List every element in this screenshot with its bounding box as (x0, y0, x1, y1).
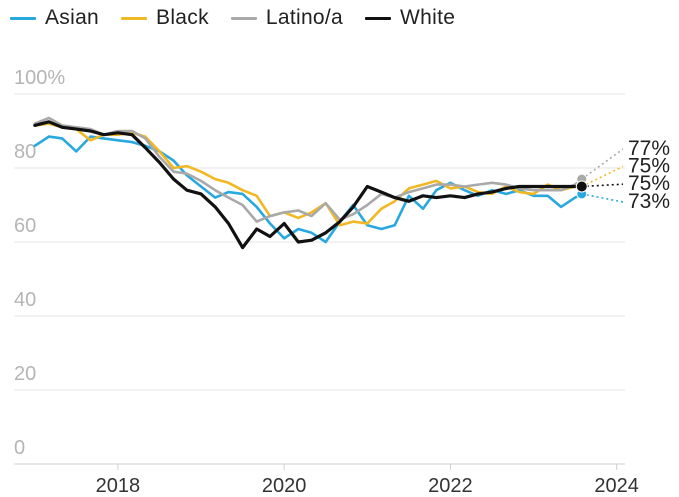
legend-item-black: Black (121, 6, 209, 30)
leader-line-latino-a (581, 148, 624, 180)
legend-item-latino: Latino/a (230, 6, 344, 30)
x-tick-label-2024: 2024 (594, 475, 639, 497)
legend-label-latino: Latino/a (265, 6, 344, 29)
end-label-white: 75% (628, 172, 670, 195)
end-label-asian: 73% (628, 190, 670, 213)
legend-label-white: White (400, 6, 456, 29)
y-tick-label-0: 0 (14, 437, 25, 459)
legend-swatch-white (365, 16, 392, 20)
end-label-black: 75% (628, 154, 670, 177)
x-tick-label-2022: 2022 (428, 475, 473, 497)
legend-item-asian: Asian (10, 6, 99, 30)
series-line-latino-a (33, 116, 584, 223)
legend-swatch-black (121, 16, 148, 20)
x-axis-ticks: 2018 2020 2022 2024 (96, 464, 639, 497)
series-lines (33, 116, 584, 250)
legend-swatch-asian (10, 16, 36, 20)
y-tick-label-40: 40 (14, 289, 36, 311)
leader-line-white (581, 183, 624, 188)
legend-label-asian: Asian (45, 6, 100, 29)
leader-line-asian (581, 193, 624, 203)
grid-lines (14, 93, 625, 465)
y-tick-label-20: 20 (14, 363, 36, 385)
leader-line-black (581, 165, 624, 188)
y-tick-label-60: 60 (14, 215, 36, 237)
x-tick-label-2020: 2020 (262, 475, 307, 497)
series-line-white (33, 120, 584, 250)
y-tick-label-80: 80 (14, 141, 36, 163)
legend: Asian Black Latino/a White (10, 6, 477, 30)
legend-label-black: Black (156, 6, 209, 29)
y-tick-label-100: 100% (14, 67, 65, 89)
end-markers: 77%75%75%73% (575, 137, 670, 213)
y-axis-ticks: 100% 80 60 40 20 0 (14, 67, 65, 459)
end-label-latino-a: 77% (628, 137, 670, 160)
end-marker-white (575, 180, 588, 193)
legend-swatch-latino (230, 16, 257, 20)
legend-item-white: White (365, 6, 455, 30)
x-tick-label-2018: 2018 (96, 475, 141, 497)
